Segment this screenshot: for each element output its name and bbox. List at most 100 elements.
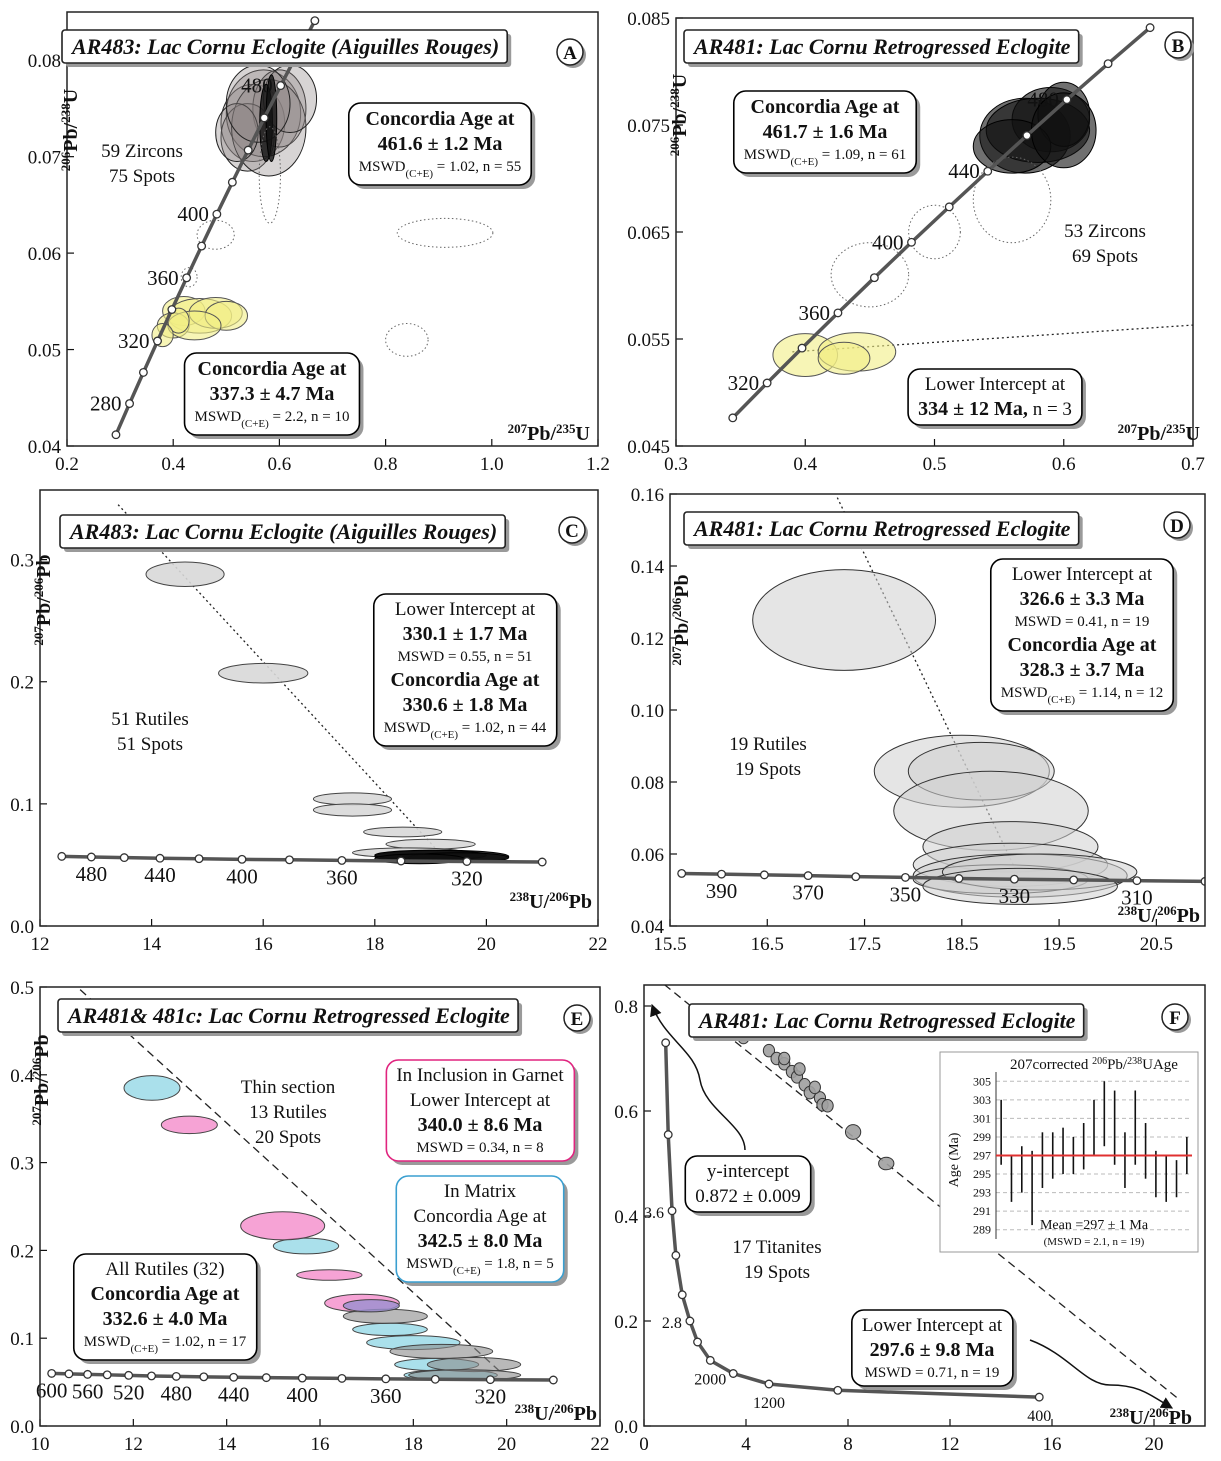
text-part: MSWD = 0.34, n = 8 [416, 1140, 543, 1156]
y-tick-label: 0.12 [631, 629, 664, 650]
age-marker [153, 336, 162, 346]
text-part: Pb/ [1137, 423, 1166, 445]
inset-y-tick-label: 295 [973, 1167, 991, 1181]
text-part: 207 [31, 626, 46, 646]
age-marker [705, 1355, 715, 1365]
age-label: 480 [241, 74, 273, 98]
text-part: Pb [671, 574, 693, 597]
age-marker [1022, 131, 1032, 140]
concordia-curve [731, 26, 1152, 420]
annotation-line: y-intercept [707, 1161, 790, 1182]
text-box [72, 1253, 258, 1361]
text-part: MSWD [384, 720, 431, 736]
y-tick-label: 0.06 [631, 845, 664, 866]
age-marker [907, 237, 916, 247]
y-axis-label: 207Pb/206Pb [31, 554, 56, 645]
annotation-line: 19 Spots [735, 759, 801, 780]
panel-title-text: AR483: Lac Cornu Eclogite (Aiguilles Rou… [70, 34, 499, 59]
text-part: Pb [33, 554, 55, 577]
annotation-line: MSWD(C+E) = 1.8, n = 5 [406, 1256, 553, 1277]
age-marker [297, 1373, 307, 1383]
panel-letter-circle [556, 38, 584, 66]
age-marker [64, 1369, 74, 1379]
text-part: 235 [1166, 421, 1186, 436]
annotation-line: 51 Spots [117, 734, 183, 755]
annotation-line: 51 Rutiles [111, 709, 189, 730]
y-tick-label: 0.6 [614, 1102, 638, 1123]
annotation-line: 337.3 ± 4.7 Ma [210, 383, 335, 405]
text-part: 19 Rutiles [729, 734, 807, 755]
age-marker [276, 81, 286, 91]
panel-letter-circle [563, 1004, 591, 1032]
text-part: MSWD = 0.55, n = 51 [398, 649, 533, 665]
y-tick-label: 0.065 [627, 223, 670, 244]
age-marker [803, 871, 813, 881]
text-part: 297.6 ± 9.8 Ma [870, 1339, 995, 1361]
age-marker [728, 413, 738, 423]
annotation: 51 Rutiles 51 Spots [111, 709, 189, 755]
age-marker [381, 1374, 391, 1384]
annotation-line: 328.3 ± 3.7 Ma [1020, 659, 1145, 681]
age-marker [717, 869, 727, 879]
error-ellipse [878, 1156, 895, 1171]
annotation-box: In Matrix Concordia Age at 342.5 ± 8.0 Ma M… [395, 1175, 568, 1286]
y-tick-label: 0.0 [10, 1417, 34, 1438]
text-part: 337.3 ± 4.7 Ma [210, 383, 335, 405]
x-axis-label: 238U/206Pb [1118, 903, 1200, 928]
age-marker [197, 241, 207, 251]
error-ellipse [385, 323, 429, 357]
error-ellipse [258, 126, 281, 224]
text-box [851, 1309, 1014, 1387]
text-part: Concordia Age at [198, 358, 347, 380]
text-part: 238 [667, 88, 682, 108]
panel-letter-circle [1163, 511, 1191, 539]
text-part: Concordia Age at [91, 1283, 240, 1305]
x-tick-label: 18 [365, 934, 384, 955]
panel-title: AR481: Lac Cornu Retrogressed Eclogite [683, 29, 1083, 67]
y-tick-label: 0.04 [28, 437, 62, 458]
plot-frame [39, 986, 601, 1427]
panel-title: AR481: Lac Cornu Retrogressed Eclogite [688, 1003, 1088, 1041]
annotation-line: Lower Intercept at [395, 599, 536, 620]
x-tick-label: 20.5 [1140, 934, 1173, 955]
annotation-box: Lower Intercept at 297.6 ± 9.8 Ma MSWD = 0… [851, 1309, 1017, 1390]
panel-letter: C [565, 521, 579, 542]
text-part: 206 [669, 597, 684, 617]
panel-title: AR481: Lac Cornu Retrogressed Eclogite [683, 511, 1083, 549]
age-marker [685, 1316, 695, 1326]
y-tick-label: 0.2 [10, 673, 34, 694]
text-box [684, 1155, 812, 1213]
x-tick-label: 12 [941, 1434, 960, 1455]
y-tick-label: 0.2 [10, 1241, 34, 1262]
age-marker [661, 1038, 671, 1048]
age-marker [284, 855, 294, 865]
error-ellipse [363, 826, 443, 838]
annotation-line: MSWD(C+E) = 1.02, n = 44 [384, 720, 547, 741]
x-tick-label: 20 [497, 1434, 516, 1455]
text-part: MSWD [359, 159, 406, 175]
text-part: 461.6 ± 1.2 Ma [378, 133, 503, 155]
text-part: 17 Titanites [732, 1237, 821, 1258]
inset-y-label: Age (Ma) [947, 1132, 962, 1187]
annotation-box: Lower Intercept at 330.1 ± 1.7 Ma MSWD = 0… [372, 593, 561, 750]
text-part: 59 Zircons [101, 141, 183, 162]
age-marker [485, 1375, 495, 1385]
x-tick-label: 17.5 [848, 934, 881, 955]
panel-title-text: AR483: Lac Cornu Eclogite (Aiguilles Rou… [68, 519, 497, 544]
text-part: 206 [1149, 1405, 1169, 1420]
annotation-line: Concordia Age at [414, 1206, 548, 1227]
age-marker [119, 853, 129, 863]
annotation-line: 20 Spots [255, 1127, 321, 1148]
age-label: 360 [370, 1384, 402, 1408]
age-marker [1069, 875, 1079, 885]
annotation-box: Concordia Age at 461.7 ± 1.6 Ma MSWD(C+E) … [732, 90, 921, 177]
annotation-line: 19 Spots [744, 1262, 810, 1283]
text-part: 340.0 ± 8.6 Ma [418, 1114, 543, 1136]
age-marker [944, 202, 954, 212]
y-tick-label: 0.3 [10, 1154, 34, 1175]
y-tick-label: 0.05 [28, 341, 61, 362]
text-part: y-intercept [707, 1161, 790, 1182]
age-marker [86, 852, 96, 862]
panel-letter: D [1170, 516, 1184, 537]
